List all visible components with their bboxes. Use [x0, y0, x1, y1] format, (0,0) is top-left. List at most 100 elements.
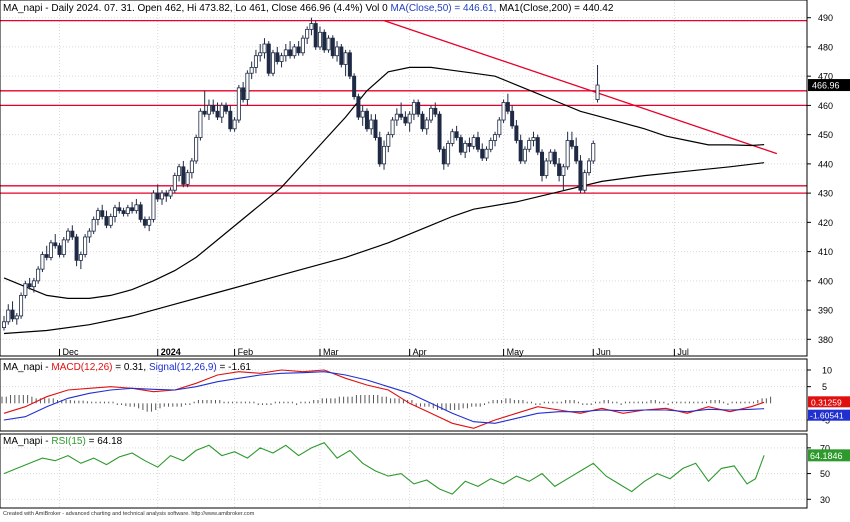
candle-body	[467, 143, 472, 147]
candle-body	[510, 110, 515, 127]
candle-body	[544, 160, 549, 176]
price-tick-label: 380	[818, 335, 833, 345]
macd-panel-border	[0, 358, 808, 432]
candle-body	[356, 96, 361, 118]
candle-body	[403, 116, 408, 124]
candle-body	[569, 140, 574, 147]
price-panel-border	[0, 0, 808, 357]
candle-body	[6, 309, 11, 323]
candle-body	[70, 230, 75, 238]
macd-title: MA_napi - MACD(12,26) = 0.31, Signal(12,…	[3, 362, 251, 373]
candle-body	[484, 148, 489, 159]
candle-body	[309, 23, 314, 30]
candle-body	[339, 46, 344, 65]
candle-body	[326, 37, 331, 51]
candle-body	[407, 113, 412, 124]
candle-body	[121, 210, 126, 214]
candle-body	[164, 192, 169, 197]
candle-body	[236, 87, 241, 121]
signal-line	[3, 371, 765, 424]
candle-body	[535, 137, 540, 153]
candle-body	[57, 245, 62, 255]
x-tick-label: Mar	[323, 347, 339, 357]
candle-body	[14, 315, 19, 320]
candle-body	[437, 113, 442, 150]
candle-body	[450, 131, 455, 144]
candle-body	[134, 204, 139, 212]
last-price-box	[808, 79, 850, 92]
candles-layer	[2, 17, 600, 331]
rsi-line	[3, 442, 765, 495]
candle-body	[87, 230, 92, 238]
candle-body	[475, 137, 480, 150]
ma50-line	[3, 66, 765, 299]
candle-body	[74, 236, 79, 261]
trendline	[383, 20, 778, 155]
candle-body	[172, 175, 177, 191]
candle-body	[151, 192, 156, 220]
candle-body	[44, 254, 49, 258]
price-tick-label: 480	[818, 42, 833, 52]
candle-body	[514, 125, 519, 141]
candle-body	[224, 105, 229, 112]
candle-body	[522, 148, 527, 162]
candle-body	[578, 160, 583, 191]
candle-body	[441, 148, 446, 165]
candle-body	[104, 216, 109, 226]
candle-body	[202, 110, 207, 115]
candle-body	[493, 134, 498, 141]
candle-body	[386, 134, 391, 147]
price-title: MA_napi - Daily 2024. 07. 31. Open 462, …	[3, 3, 614, 14]
candle-body	[518, 140, 523, 162]
x-tick-label: Dec	[63, 347, 80, 357]
candle-body	[2, 321, 7, 329]
footer-credit: Created with AmiBroker - advanced charti…	[3, 511, 255, 517]
candle-body	[390, 119, 395, 136]
price-tick-label: 420	[818, 218, 833, 228]
rsi-tick-label: 70	[820, 443, 830, 453]
macd-value-label: 0.31259	[811, 397, 842, 407]
candle-body	[66, 230, 71, 241]
x-tick-label: Apr	[413, 347, 427, 357]
price-tick-label: 430	[818, 189, 833, 199]
candle-body	[23, 283, 28, 296]
candle-body	[40, 254, 45, 270]
candle-body	[505, 102, 510, 112]
x-tick-label: Jun	[596, 347, 611, 357]
signal-value-label: -1.60541	[810, 411, 844, 421]
candle-body	[317, 31, 322, 48]
candle-body	[249, 66, 254, 74]
candle-body	[258, 52, 263, 57]
candle-body	[48, 242, 53, 258]
candle-body	[159, 192, 164, 200]
candle-body	[19, 295, 24, 317]
x-tick-label: Feb	[238, 347, 254, 357]
candle-body	[185, 172, 190, 185]
candle-body	[488, 140, 493, 150]
candle-body	[31, 280, 36, 288]
candle-body	[582, 172, 587, 191]
candle-body	[198, 110, 203, 138]
candle-body	[561, 166, 566, 176]
candle-body	[424, 119, 429, 130]
candle-body	[100, 210, 105, 217]
candle-body	[369, 119, 374, 130]
candle-body	[125, 207, 130, 214]
series-layer	[0, 19, 807, 495]
candle-body	[83, 236, 88, 255]
candle-body	[394, 113, 399, 121]
candle-body	[463, 143, 468, 153]
candle-body	[168, 189, 173, 197]
candle-body	[480, 148, 485, 159]
candle-body	[117, 207, 122, 212]
price-tick-label: 470	[818, 72, 833, 82]
macd-value-box	[808, 396, 850, 408]
rsi-tick-label: 30	[820, 495, 830, 505]
candle-body	[322, 31, 327, 51]
last-price-label: 466.96	[812, 81, 840, 91]
price-tick-label: 460	[818, 101, 833, 111]
candle-body	[279, 55, 284, 62]
candle-body	[296, 46, 301, 54]
